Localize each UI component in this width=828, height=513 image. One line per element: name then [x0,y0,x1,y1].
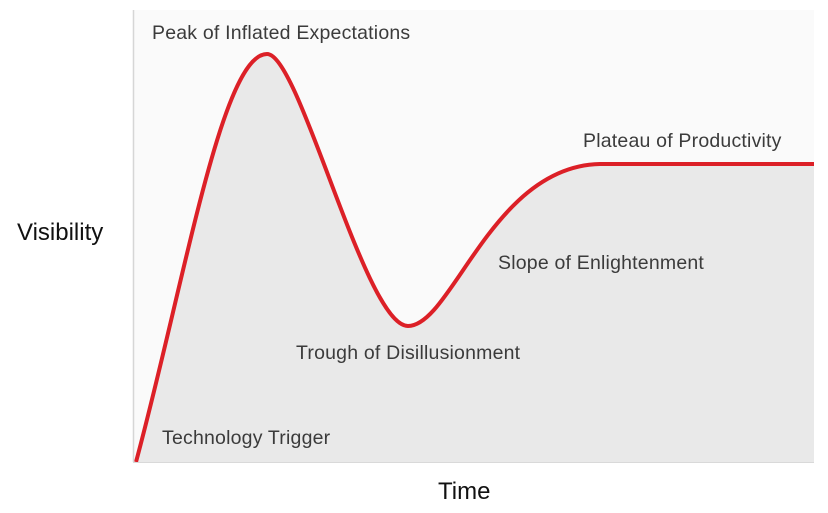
curve-area-fill [136,54,814,462]
label-peak-of-inflated-expectations: Peak of Inflated Expectations [152,22,411,44]
label-trough-of-disillusionment: Trough of Disillusionment [296,342,521,364]
label-technology-trigger: Technology Trigger [162,427,331,449]
label-slope-of-enlightenment: Slope of Enlightenment [498,252,705,274]
hype-curve-line [134,52,814,463]
x-axis-label: Time [438,478,491,505]
label-plateau-of-productivity: Plateau of Productivity [583,130,782,152]
y-axis-label: Visibility [17,219,104,246]
